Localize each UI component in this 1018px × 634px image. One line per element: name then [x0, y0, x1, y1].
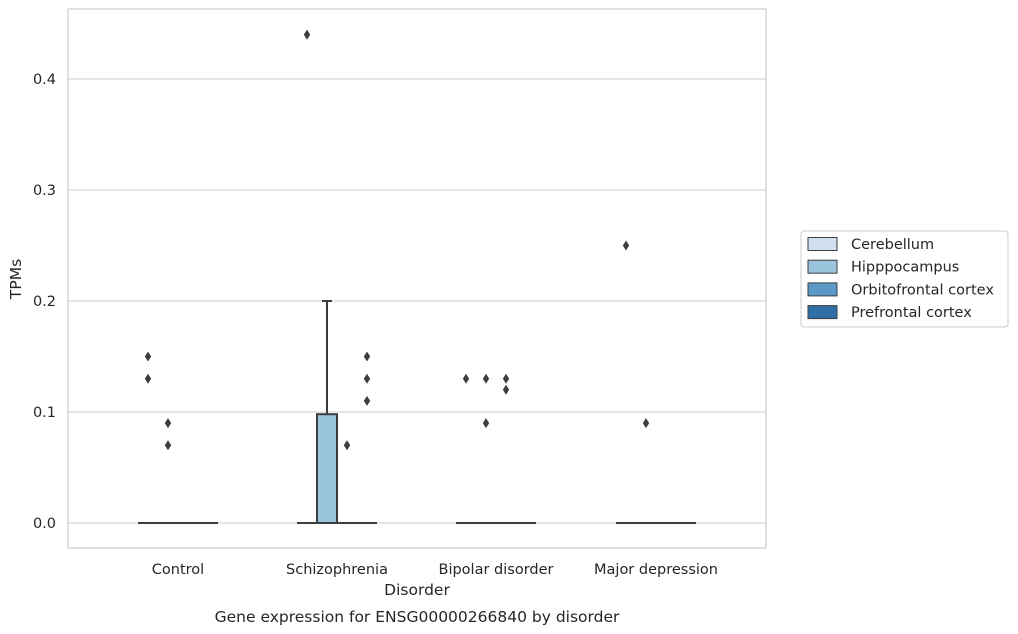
outlier-point [502, 373, 510, 384]
outlier-point [642, 418, 650, 429]
legend-label: Cerebellum [851, 237, 934, 253]
outlier-point [144, 373, 152, 384]
legend-swatch [807, 305, 838, 320]
y-tick-label: 0.3 [33, 183, 56, 199]
x-tick-label: Major depression [594, 562, 718, 578]
y-tick-label: 0.1 [33, 405, 56, 421]
outlier-point [164, 440, 172, 451]
outlier-point [482, 373, 490, 384]
plot-frame [67, 8, 767, 549]
x-axis-label: Disorder [384, 581, 450, 599]
outlier-point [363, 373, 371, 384]
box-1-2 [337, 440, 357, 524]
legend-swatch [807, 259, 838, 274]
y-tick-label: 0.2 [33, 294, 56, 310]
chart-title: Gene expression for ENSG00000266840 by d… [215, 608, 620, 626]
plot-marks [138, 29, 696, 524]
box-0-0 [138, 351, 158, 524]
box-2-1 [476, 373, 496, 524]
y-gridlines [68, 78, 766, 524]
x-tick-label: Bipolar disorder [439, 562, 554, 578]
legend-label: Prefrontal cortex [851, 305, 972, 321]
outlier-point [363, 395, 371, 406]
y-tick-labels: 0.0 0.1 0.2 0.3 0.4 [33, 72, 56, 532]
legend-swatch [807, 237, 838, 251]
box-2-0 [456, 373, 476, 524]
outlier-point [363, 351, 371, 362]
outlier-point [482, 418, 490, 429]
y-tick-label: 0.4 [33, 72, 56, 88]
box-1-0 [297, 29, 317, 524]
box-2-2 [496, 373, 516, 524]
outlier-point [164, 418, 172, 429]
outlier-point [144, 351, 152, 362]
legend-label: Orbitofrontal cortex [851, 282, 994, 298]
y-tick-label: 0.0 [33, 516, 56, 532]
box-body [316, 413, 338, 524]
outlier-point [502, 384, 510, 395]
x-tick-labels: Control Schizophrenia Bipolar disorder Majo… [152, 562, 718, 578]
outlier-point [303, 29, 311, 40]
y-axis-label: TPMs [7, 259, 25, 300]
box-1-1 [316, 300, 338, 524]
outlier-point [462, 373, 470, 384]
outlier-point [622, 240, 630, 251]
legend-label: Hipppocampus [851, 260, 959, 276]
box-3-0 [616, 240, 636, 524]
box-1-3 [357, 351, 377, 524]
box-0-1 [158, 418, 178, 524]
outlier-point [343, 440, 351, 451]
legend-frame [800, 230, 1009, 328]
x-tick-label: Control [152, 562, 204, 578]
x-tick-label: Schizophrenia [286, 562, 388, 578]
legend: Cerebellum Hipppocampus Orbitofrontal cort… [800, 230, 1009, 328]
legend-swatch [807, 282, 838, 297]
box-3-1 [636, 418, 656, 524]
